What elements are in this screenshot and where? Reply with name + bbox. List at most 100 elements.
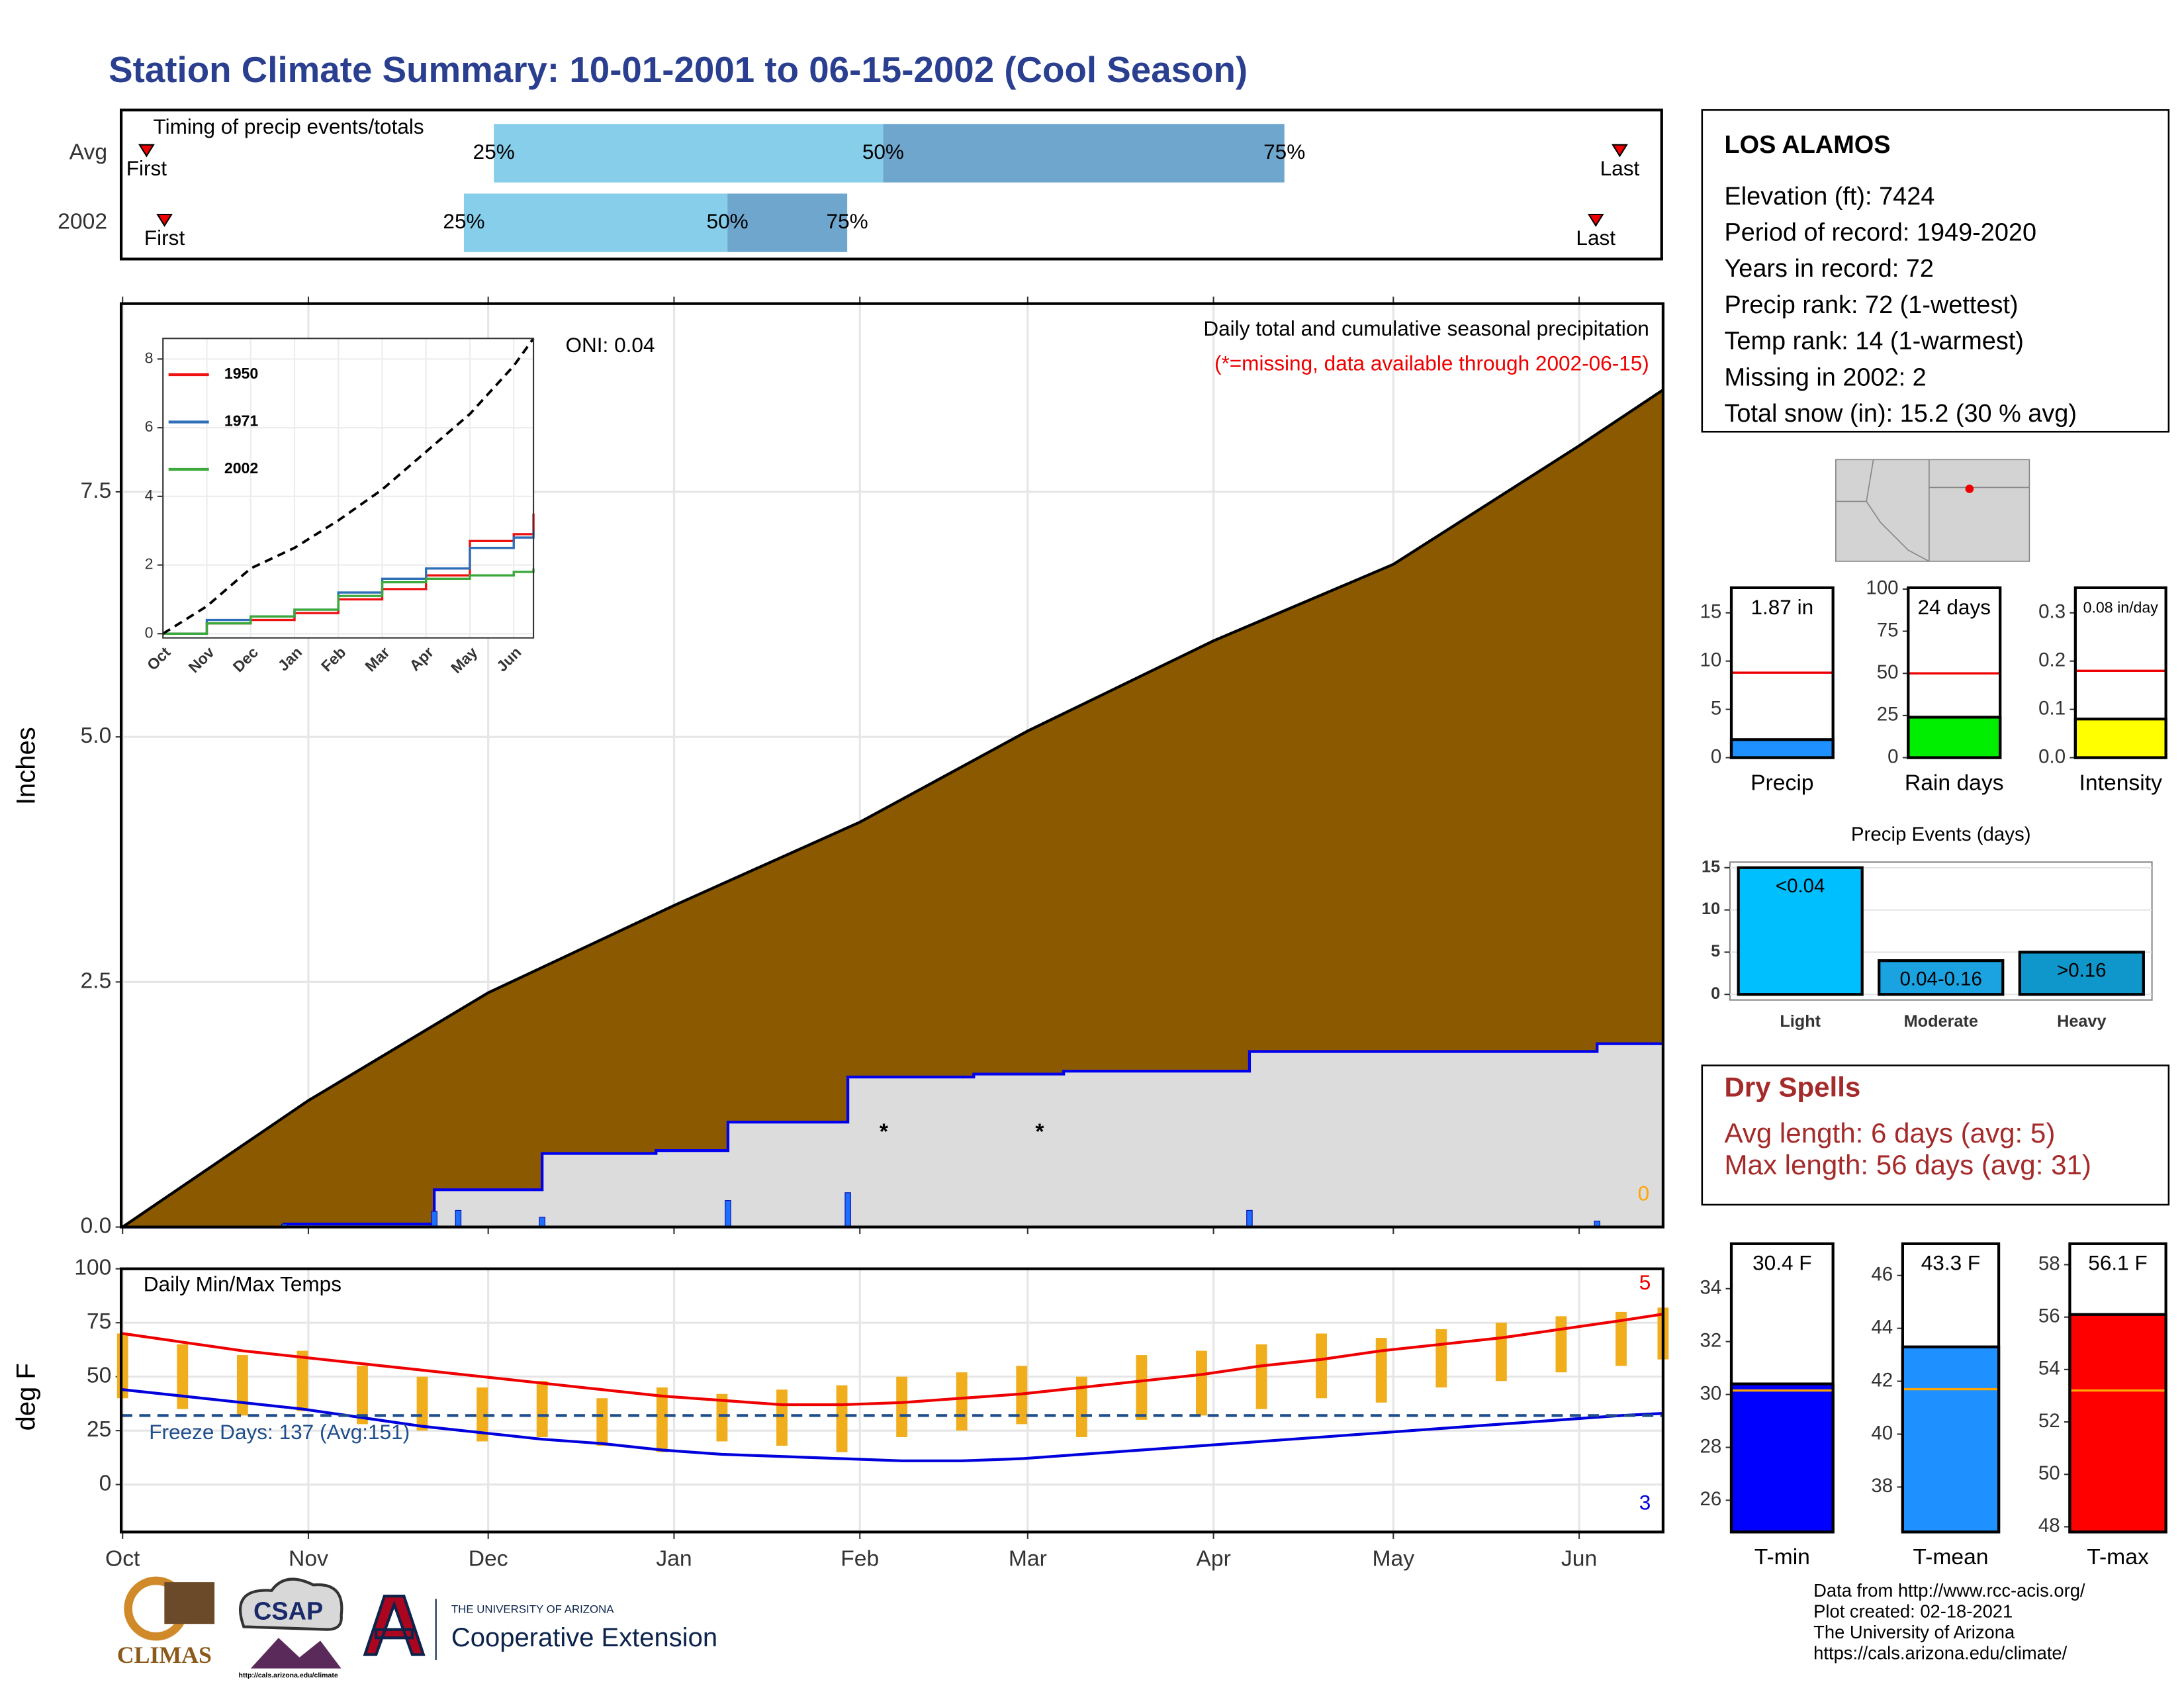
x-tick-label: Apr: [1196, 1546, 1230, 1571]
value-label: 56.1 F: [2088, 1251, 2147, 1275]
panel: [121, 1268, 1663, 1532]
bar: [2073, 718, 2167, 759]
temp-range-bar: [656, 1387, 668, 1452]
y-tick-label: 15: [1700, 601, 1722, 623]
y-tick-label: 100: [1866, 577, 1898, 599]
bar: [1729, 1382, 1835, 1534]
category-label: T-min: [1754, 1545, 1810, 1570]
panel-title: Timing of precip events/totals: [154, 115, 424, 138]
marker-label: Last: [1600, 156, 1640, 180]
footer-line: The University of Arizona: [1813, 1622, 2015, 1642]
quantile-label: 75%: [1263, 140, 1305, 164]
y-tick-label: 54: [2038, 1358, 2060, 1380]
temp-range-bar: [1316, 1333, 1328, 1399]
x-tick-label: Dec: [469, 1546, 508, 1571]
y-tick-label: 5.0: [81, 724, 112, 748]
temp-range-bar: [416, 1376, 428, 1431]
marker-label: First: [144, 226, 185, 250]
map-borders: [1835, 459, 2030, 562]
category-label: T-mean: [1913, 1545, 1988, 1570]
y-tick-label: 4: [145, 487, 154, 504]
panel-border: [1907, 586, 2002, 759]
bar: [1901, 1345, 2001, 1534]
quantile-label: 75%: [827, 209, 868, 233]
x-tick-label: Jun: [1561, 1546, 1597, 1571]
panel-border: [1729, 1242, 1835, 1534]
cumulative-area: [122, 1043, 1663, 1227]
panel-border: [119, 302, 1664, 1229]
bar: [2018, 951, 2145, 996]
row-label: Avg: [69, 140, 107, 164]
inset-line: [162, 338, 535, 635]
daily-bar: [455, 1209, 462, 1228]
timing-bar: [494, 124, 884, 183]
y-tick-label: 0: [1888, 745, 1898, 767]
y-tick-label: 15: [1702, 857, 1720, 876]
x-tick-label: Nov: [289, 1546, 328, 1571]
value-label: 24 days: [1917, 595, 1991, 619]
y-tick-label: 25: [1877, 704, 1899, 726]
panel-border: [2073, 586, 2167, 759]
quantile-label: 25%: [473, 140, 515, 164]
category-label: Precip: [1751, 771, 1813, 795]
page-title: Station Climate Summary: 10-01-2001 to 0…: [109, 49, 1248, 90]
y-tick-label: 50: [1877, 661, 1899, 683]
y-tick-label: 28: [1700, 1435, 1722, 1457]
y-tick-label: 100: [74, 1256, 111, 1280]
map-station: [1965, 485, 1974, 493]
timing-bar: [463, 193, 728, 252]
temp-range-bar: [1375, 1338, 1387, 1403]
value-label: 1.87 in: [1751, 595, 1813, 619]
daily-bar: [725, 1200, 731, 1228]
cumulative-line: [122, 389, 1664, 1229]
quantile-label: 50%: [862, 140, 904, 164]
footer-line: https://cals.arizona.edu/climate/: [1813, 1643, 2067, 1664]
missing-marker: *: [880, 1120, 889, 1145]
y-tick-label: 52: [2038, 1410, 2060, 1432]
temp-range-bar: [357, 1366, 368, 1425]
csap-url: http://cals.arizona.edu/climate: [239, 1671, 338, 1679]
dry-spells-box: [1701, 1064, 2170, 1206]
bar: [1878, 959, 2005, 996]
logos: CLIMAS CSAP http://cals.arizona.edu/clim…: [117, 1576, 717, 1679]
missing-marker: *: [1035, 1120, 1044, 1145]
y-tick-label: 38: [1871, 1475, 1893, 1497]
map-land: [1835, 459, 2030, 562]
climas-logo: [164, 1582, 215, 1624]
ua-text: THE UNIVERSITY OF ARIZONA: [451, 1603, 614, 1616]
temp-range-bar: [1136, 1355, 1148, 1420]
temp-range-bar: [1615, 1311, 1627, 1366]
y-tick-label: 50: [87, 1364, 111, 1388]
y-tick-label: 75: [1877, 619, 1899, 641]
temp-range-bar: [1075, 1376, 1087, 1437]
y-tick-label: 10: [1700, 649, 1722, 671]
temp-line: [122, 1388, 1663, 1462]
temp-range-bar: [1196, 1350, 1207, 1416]
y-tick-label: 0: [99, 1472, 112, 1496]
y-tick-label: 50: [2038, 1462, 2060, 1484]
inset-line: [163, 568, 535, 635]
y-tick-label: 2: [145, 555, 154, 573]
csap-mountain: [250, 1638, 341, 1669]
station-line: Years in record: 72: [1724, 255, 1933, 283]
chart-title: Precip Events (days): [1851, 823, 2031, 845]
temp-range-bar: [836, 1385, 848, 1452]
cumulative-line: [122, 1042, 1663, 1229]
station-name: LOS ALAMOS: [1724, 131, 1890, 159]
bar: [1737, 866, 1864, 996]
x-tick-label: Oct: [105, 1546, 140, 1571]
legend-label: 1950: [224, 365, 258, 382]
category-label: Rain days: [1905, 771, 2004, 795]
y-tick-label: 0: [1711, 745, 1721, 767]
value-label: 30.4 F: [1752, 1251, 1811, 1275]
count-label: 5: [1639, 1270, 1651, 1294]
chart-subtitle: Daily total and cumulative seasonal prec…: [1203, 316, 1649, 340]
bar: [1729, 738, 1835, 759]
daily-bar: [844, 1192, 851, 1228]
value-label: 0.08 in/day: [2083, 599, 2159, 616]
marker-label: First: [126, 156, 167, 180]
temp-range-bar: [177, 1344, 189, 1409]
corner-label: 0: [1638, 1182, 1650, 1205]
timing-marker: [1612, 144, 1628, 158]
freeze-label: Freeze Days: 137 (Avg:151): [149, 1420, 410, 1444]
